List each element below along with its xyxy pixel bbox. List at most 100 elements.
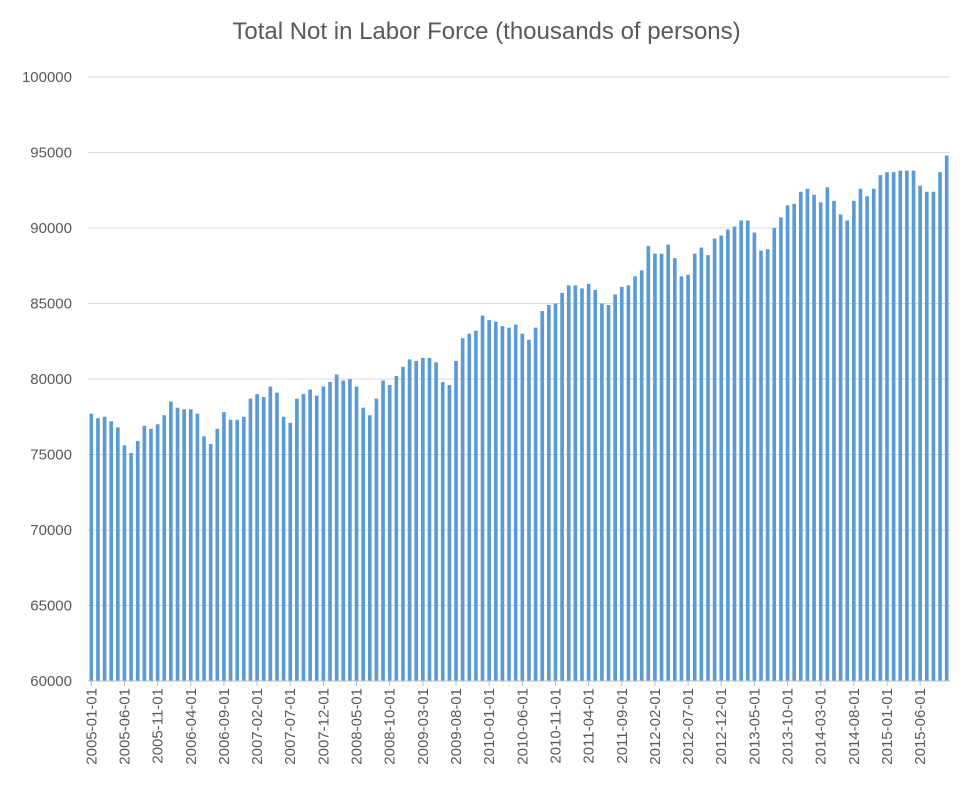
bar: [891, 172, 896, 681]
bar: [414, 360, 419, 681]
y-tick-label: 95000: [30, 145, 72, 162]
bar: [911, 170, 916, 681]
x-tick-label: 2012-12-01: [713, 688, 730, 765]
y-tick-label: 75000: [30, 447, 72, 464]
x-tick-label: 2008-05-01: [349, 688, 366, 765]
bar: [222, 412, 226, 681]
y-tick-label: 70000: [30, 522, 72, 539]
bar: [162, 415, 167, 681]
bar: [175, 407, 180, 681]
bar: [89, 413, 94, 681]
bar: [321, 386, 326, 681]
bar: [440, 382, 445, 681]
bar: [812, 194, 816, 681]
x-tick-label: 2014-08-01: [846, 688, 863, 765]
bar: [898, 170, 903, 681]
x-tick-label: 2008-10-01: [382, 688, 399, 765]
bar: [779, 217, 783, 681]
chart-title: Total Not in Labor Force (thousands of p…: [232, 18, 741, 45]
bar: [102, 416, 107, 681]
bar: [348, 379, 352, 681]
bar: [600, 303, 604, 681]
x-tick-label: 2007-02-01: [249, 688, 266, 765]
x-tick-label: 2007-12-01: [315, 688, 332, 765]
y-tick-label: 65000: [30, 598, 72, 615]
bar: [739, 220, 743, 681]
bar: [394, 375, 399, 681]
bar: [931, 191, 936, 681]
x-tick-label: 2013-05-01: [746, 688, 763, 765]
bar: [182, 409, 186, 681]
bar: [149, 428, 153, 681]
bar: [580, 288, 584, 681]
bar: [845, 220, 850, 681]
bar: [540, 311, 545, 681]
bar: [261, 397, 266, 681]
x-tick-label: 2005-06-01: [116, 688, 133, 765]
bar: [547, 305, 551, 681]
bar: [454, 360, 458, 681]
bar: [135, 440, 140, 681]
x-tick-label: 2005-11-01: [150, 688, 167, 764]
bar: [553, 303, 558, 681]
bar: [328, 382, 332, 681]
x-tick-label: 2010-06-01: [514, 688, 531, 765]
bar: [169, 401, 173, 681]
bar: [785, 205, 790, 681]
bar: [308, 389, 312, 681]
bar: [314, 395, 319, 681]
bars: [89, 155, 949, 682]
bar: [745, 220, 750, 681]
bar: [381, 380, 385, 681]
bar: [208, 443, 213, 681]
bar: [852, 200, 856, 681]
bar: [818, 202, 823, 681]
x-tick-label: 2015-06-01: [912, 688, 929, 765]
bar: [255, 394, 259, 681]
bar: [865, 196, 869, 682]
bar: [301, 394, 306, 681]
x-tick-label: 2006-04-01: [183, 688, 200, 765]
bar: [593, 289, 598, 681]
bar: [202, 436, 206, 681]
bar: [188, 409, 193, 681]
bar: [759, 250, 763, 681]
bar: [639, 270, 644, 681]
x-tick-label: 2014-03-01: [813, 688, 830, 765]
x-tick-label: 2010-01-01: [481, 688, 498, 765]
bar: [666, 244, 671, 682]
bar: [275, 392, 279, 681]
bar: [692, 253, 697, 682]
bar: [109, 421, 114, 681]
x-tick-label: 2009-03-01: [415, 688, 432, 765]
bar: [560, 292, 564, 681]
bar: [361, 407, 366, 681]
bar: [354, 386, 359, 681]
x-tick-labels: 2005-01-01 2005-06-01 2005-11-01 2006-04-01…: [83, 681, 929, 765]
bar: [573, 285, 578, 681]
bar: [288, 422, 293, 681]
bar: [653, 253, 657, 682]
x-tick-label: 2011-09-01: [614, 688, 631, 764]
bar: [268, 386, 273, 681]
bar: [905, 170, 909, 681]
x-tick-label: 2011-04-01: [581, 688, 598, 764]
bar: [772, 228, 777, 681]
x-tick-label: 2012-02-01: [647, 688, 664, 765]
x-tick-label: 2007-07-01: [282, 688, 299, 765]
bar: [142, 425, 147, 681]
bar: [447, 385, 452, 681]
bar: [427, 357, 432, 681]
bar: [96, 418, 100, 681]
bar: [871, 188, 876, 682]
bar: [626, 285, 631, 681]
bar: [633, 276, 637, 681]
bar: [122, 445, 127, 681]
x-tick-label: 2005-01-01: [83, 688, 100, 765]
bar: [533, 327, 538, 681]
y-tick-label: 100000: [22, 69, 72, 86]
bar: [679, 276, 684, 681]
bar: [613, 294, 617, 681]
bar: [606, 305, 611, 681]
